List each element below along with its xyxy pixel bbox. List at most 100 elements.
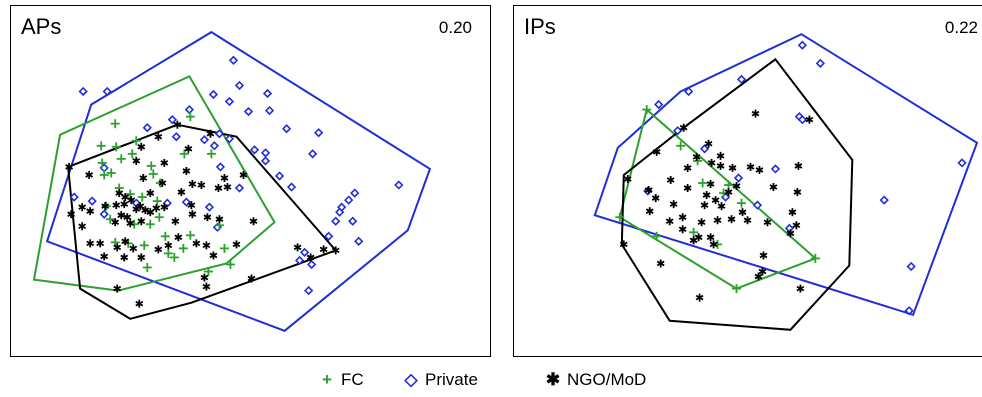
point-private-aps — [234, 80, 245, 91]
point-private-aps — [214, 129, 225, 139]
hull-private-ips — [593, 33, 979, 317]
point-ngo-aps — [86, 239, 95, 248]
point-ngo-aps — [113, 284, 122, 293]
point-ngo-aps — [202, 282, 211, 291]
point-private-aps — [224, 96, 235, 107]
point-private-aps — [162, 198, 172, 208]
point-fc-ips — [615, 212, 625, 222]
point-ngo-ips — [711, 196, 720, 205]
point-fc-aps — [131, 136, 141, 146]
plot-aps — [32, 30, 432, 332]
panel-aps: APs 0.20 — [10, 5, 491, 357]
point-fc-aps — [142, 262, 152, 272]
point-private-aps — [350, 188, 360, 198]
point-fc-ips — [810, 253, 820, 263]
point-ngo-aps — [137, 217, 146, 226]
legend: + FC ◇ Private ✱ NGO/MoD — [0, 370, 982, 394]
point-ngo-ips — [758, 267, 767, 276]
point-private-aps — [331, 216, 341, 226]
point-ngo-aps — [249, 217, 258, 226]
point-private-ips — [654, 99, 664, 110]
point-ngo-aps — [113, 243, 122, 252]
point-ngo-aps — [135, 299, 144, 308]
point-ngo-ips — [706, 233, 715, 242]
point-ngo-aps — [127, 196, 136, 205]
point-ngo-aps — [173, 120, 182, 129]
point-ngo-ips — [794, 161, 803, 170]
point-private-ips — [699, 144, 710, 154]
point-ngo-aps — [129, 244, 138, 253]
point-private-ips — [797, 40, 808, 50]
point-private-aps — [303, 285, 314, 296]
point-private-ips — [815, 58, 825, 68]
point-fc-ips — [732, 284, 742, 294]
point-private-aps — [199, 135, 210, 145]
point-ngo-ips — [759, 251, 768, 260]
point-ngo-ips — [679, 123, 688, 132]
point-ngo-aps — [203, 213, 212, 222]
point-fc-aps — [169, 252, 179, 262]
point-ngo-ips — [644, 186, 653, 195]
panel-ips: IPs 0.22 — [513, 5, 982, 357]
point-ngo-aps — [202, 241, 211, 250]
point-ngo-aps — [171, 217, 180, 226]
point-ngo-aps — [121, 193, 130, 202]
point-ngo-aps — [293, 243, 302, 252]
point-private-aps — [69, 192, 79, 202]
point-ngo-aps — [117, 211, 126, 220]
point-ngo-aps — [67, 210, 76, 219]
point-ngo-ips — [651, 194, 660, 203]
point-ngo-ips — [746, 162, 755, 171]
point-ngo-ips — [645, 207, 654, 216]
point-private-ips — [879, 195, 889, 205]
point-private-aps — [294, 255, 305, 266]
panel-stat-ips: 0.22 — [944, 18, 978, 37]
point-fc-ips — [724, 180, 734, 190]
point-fc-aps — [105, 214, 115, 224]
point-ngo-aps — [160, 203, 169, 212]
point-ngo-ips — [763, 218, 772, 227]
point-private-ips — [683, 86, 694, 97]
point-ngo-aps — [120, 253, 129, 262]
point-fc-aps — [179, 149, 189, 159]
point-ngo-ips — [619, 240, 628, 249]
point-ngo-aps — [158, 179, 167, 188]
point-fc-aps — [96, 141, 106, 151]
point-ngo-aps — [177, 188, 186, 197]
point-ngo-aps — [86, 207, 95, 216]
point-ngo-aps — [200, 273, 209, 282]
point-ngo-aps — [152, 204, 161, 213]
point-private-aps — [209, 141, 220, 151]
point-fc-ips — [642, 105, 652, 115]
point-private-ips — [736, 74, 747, 85]
point-private-aps — [215, 162, 226, 172]
legend-item-fc: + FC — [318, 370, 364, 390]
point-private-aps — [335, 207, 345, 217]
point-fc-aps — [137, 192, 147, 202]
point-fc-aps — [219, 243, 229, 253]
point-ngo-aps — [206, 129, 215, 138]
point-ngo-aps — [319, 245, 328, 254]
point-private-aps — [142, 123, 152, 133]
point-ngo-ips — [743, 216, 752, 225]
point-fc-aps — [185, 112, 195, 122]
hull-private-aps — [45, 30, 432, 332]
point-private-aps — [348, 216, 358, 226]
point-private-aps — [354, 236, 364, 246]
point-ngo-ips — [738, 208, 747, 217]
point-private-aps — [167, 115, 177, 125]
point-fc-aps — [160, 231, 170, 241]
point-ngo-ips — [695, 293, 704, 302]
point-fc-aps — [125, 189, 135, 199]
plot-ips — [593, 33, 979, 331]
point-ngo-aps — [331, 246, 340, 255]
point-ngo-aps — [188, 210, 197, 219]
point-ngo-ips — [697, 218, 706, 227]
point-ngo-aps — [223, 183, 232, 192]
point-ngo-ips — [689, 236, 698, 245]
point-fc-aps — [163, 248, 173, 258]
point-private-aps — [171, 132, 181, 142]
point-private-aps — [260, 148, 271, 158]
point-ngo-ips — [793, 188, 802, 197]
point-ngo-aps — [232, 240, 241, 249]
